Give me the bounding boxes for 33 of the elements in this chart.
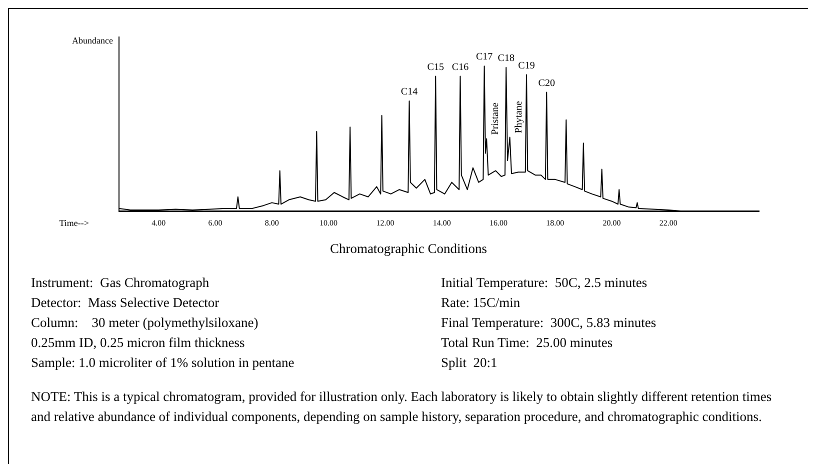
x-tick-label: 4.00 xyxy=(152,218,166,228)
text: NOTE: This is a typical chromatogram, provided for illustration only. Each laboratory is likely to obtain slightly different retention times and relative abundance of individual components, depending on sample history, separation procedure, and chromatographic conditions. xyxy=(30,388,773,426)
text: Final Temperature: 300C, 5.83 minutes xyxy=(441,314,656,332)
annotation: C20 xyxy=(538,78,555,89)
x-tick-label: 8.00 xyxy=(264,218,279,228)
x-tick-label: 20.00 xyxy=(602,218,621,228)
x-axis-title: Time--> xyxy=(59,218,89,228)
annotation: C15 xyxy=(427,62,444,73)
annotation: C16 xyxy=(452,62,469,73)
annotation: C19 xyxy=(518,60,535,72)
text: 0.25mm ID, 0.25 micron film thickness xyxy=(31,334,246,352)
x-tick-label: 12.00 xyxy=(376,218,394,228)
x-tick-label: 18.00 xyxy=(546,218,564,228)
x-tick-label: 22.00 xyxy=(659,218,678,228)
text: Total Run Time: 25.00 minutes xyxy=(441,334,614,352)
text: Split 20:1 xyxy=(441,354,498,372)
text: Instrument: Gas Chromatograph xyxy=(31,274,210,292)
x-tick-label: 10.00 xyxy=(320,218,338,228)
annotation: Phytane xyxy=(513,100,524,134)
x-tick-label: 14.00 xyxy=(432,218,451,228)
text: Initial Temperature: 50C, 2.5 minutes xyxy=(441,274,648,292)
annotation: C14 xyxy=(400,86,418,98)
text: Column: 30 meter (polymethylsiloxane) xyxy=(31,314,260,332)
annotation: Pristane xyxy=(490,102,502,135)
x-tick-label: 6.00 xyxy=(208,218,222,228)
text: Detector: Mass Selective Detector xyxy=(31,294,220,312)
text: Chromatographic Conditions xyxy=(328,240,488,258)
annotation: C18 xyxy=(498,53,514,64)
annotation: C17 xyxy=(476,52,493,63)
y-axis-title: Abundance xyxy=(72,35,114,46)
text: Sample: 1.0 microliter of 1% solution in pentane xyxy=(31,354,296,372)
text: Rate: 15C/min xyxy=(441,294,522,312)
x-tick-label: 16.00 xyxy=(489,218,508,228)
